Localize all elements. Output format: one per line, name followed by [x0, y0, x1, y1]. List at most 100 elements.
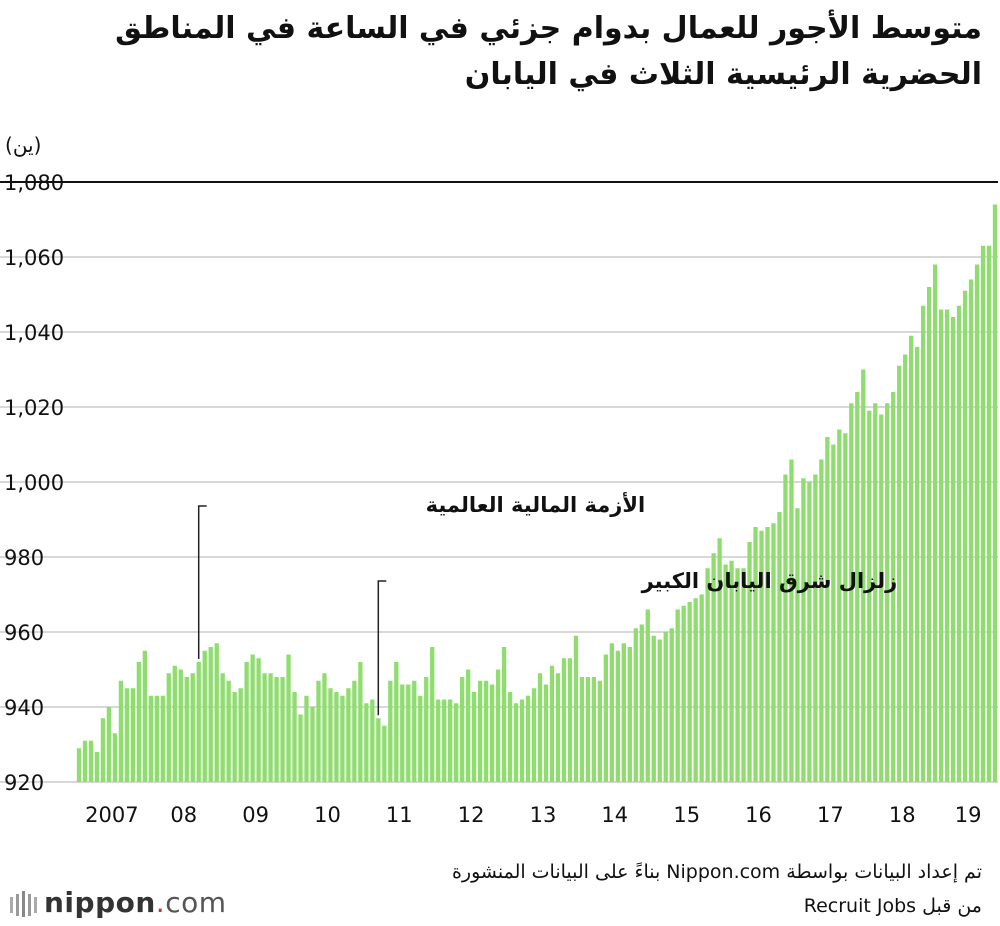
- bar: [418, 695, 423, 782]
- bar: [831, 444, 836, 782]
- x-axis: 2007 08 09 10 11 12 13 14 15 16 17 18 19: [85, 803, 981, 827]
- bar: [897, 365, 902, 782]
- logo-name: nippon: [44, 886, 156, 919]
- bar: [477, 680, 483, 782]
- bar: [986, 245, 992, 782]
- bar: [711, 553, 716, 782]
- bar: [100, 718, 106, 782]
- x-tick-label: 09: [242, 803, 269, 827]
- bar: [274, 677, 279, 782]
- y-tick-label: 1,040: [4, 321, 64, 345]
- bar: [124, 688, 130, 782]
- bar: [627, 647, 632, 782]
- chart-title: متوسط الأجور للعمال بدوام جزئي في الساعة…: [22, 6, 982, 98]
- bar: [915, 347, 920, 782]
- source-note-line2: من قبل Recruit Jobs: [803, 895, 982, 917]
- x-tick-label: 15: [673, 803, 700, 827]
- bar: [873, 403, 878, 782]
- bar: [436, 699, 441, 782]
- chart-title-line2: الحضرية الرئيسية الثلاث في اليابان: [464, 57, 982, 92]
- bar: [825, 437, 830, 782]
- bar: [352, 680, 357, 782]
- x-tick-label: 17: [817, 803, 844, 827]
- bar: [759, 530, 764, 782]
- bar: [723, 564, 728, 782]
- bar: [292, 692, 297, 782]
- bar: [921, 305, 926, 782]
- bar: [412, 680, 417, 782]
- bar: [807, 482, 812, 782]
- bar: [543, 684, 549, 782]
- bar: [675, 609, 680, 782]
- bar: [843, 433, 848, 782]
- bar: [926, 287, 932, 782]
- x-tick-label: 10: [314, 803, 341, 827]
- bar: [334, 692, 339, 782]
- bar: [771, 523, 776, 782]
- y-tick-label: 980: [4, 546, 44, 570]
- bar: [286, 654, 291, 782]
- bar: [980, 245, 986, 782]
- bar: [76, 748, 82, 782]
- bar: [406, 684, 411, 782]
- bar: [903, 354, 908, 782]
- bar: [346, 688, 351, 782]
- bar: [777, 512, 782, 782]
- bar: [789, 459, 794, 782]
- bar: [238, 688, 243, 782]
- bar: [813, 474, 818, 782]
- bar: [603, 654, 609, 782]
- annotation-leader: [377, 580, 387, 716]
- x-tick-label: 16: [745, 803, 772, 827]
- x-tick-label: 11: [386, 803, 413, 827]
- bar: [370, 699, 375, 782]
- bar: [801, 478, 806, 782]
- bar: [938, 309, 944, 782]
- bar: [88, 740, 94, 782]
- bar: [268, 673, 273, 782]
- bar: [956, 305, 962, 782]
- bar: [639, 624, 644, 782]
- y-tick-label: 940: [4, 696, 44, 720]
- logo-mark-icon: [10, 891, 37, 917]
- bar: [974, 264, 980, 782]
- bar: [669, 628, 674, 782]
- bar: [891, 392, 896, 782]
- chart-title-line1: متوسط الأجور للعمال بدوام جزئي في الساعة…: [115, 11, 982, 46]
- bar: [304, 695, 309, 782]
- nippon-logo: nippon.com: [8, 886, 227, 919]
- bar: [250, 654, 255, 782]
- x-tick-label: 12: [458, 803, 485, 827]
- bar: [950, 317, 956, 782]
- bar: [400, 684, 405, 782]
- x-tick-label: 08: [170, 803, 197, 827]
- bar: [214, 643, 219, 782]
- bar: [609, 643, 614, 782]
- bar: [795, 508, 800, 782]
- bar: [783, 474, 788, 782]
- bar: [142, 650, 148, 782]
- bar: [172, 665, 177, 782]
- bar: [460, 677, 465, 782]
- annotation-label: الأزمة المالية العالمية: [426, 491, 646, 517]
- bar: [597, 680, 603, 782]
- bar: [465, 669, 471, 782]
- bar: [992, 204, 998, 782]
- bar: [567, 658, 573, 782]
- bar: [262, 673, 267, 782]
- bar: [208, 647, 213, 782]
- bar-series: [76, 204, 998, 782]
- bar: [561, 658, 567, 782]
- bar: [855, 392, 860, 782]
- bar: [909, 335, 914, 782]
- bar: [513, 703, 519, 782]
- x-tick-label: 2007: [85, 803, 138, 827]
- bar: [328, 688, 333, 782]
- bar: [424, 677, 429, 782]
- bar: [849, 403, 854, 782]
- bar: [184, 677, 189, 782]
- bar: [178, 669, 183, 782]
- bar: [388, 680, 393, 782]
- bar: [615, 650, 620, 782]
- bar: [507, 692, 513, 782]
